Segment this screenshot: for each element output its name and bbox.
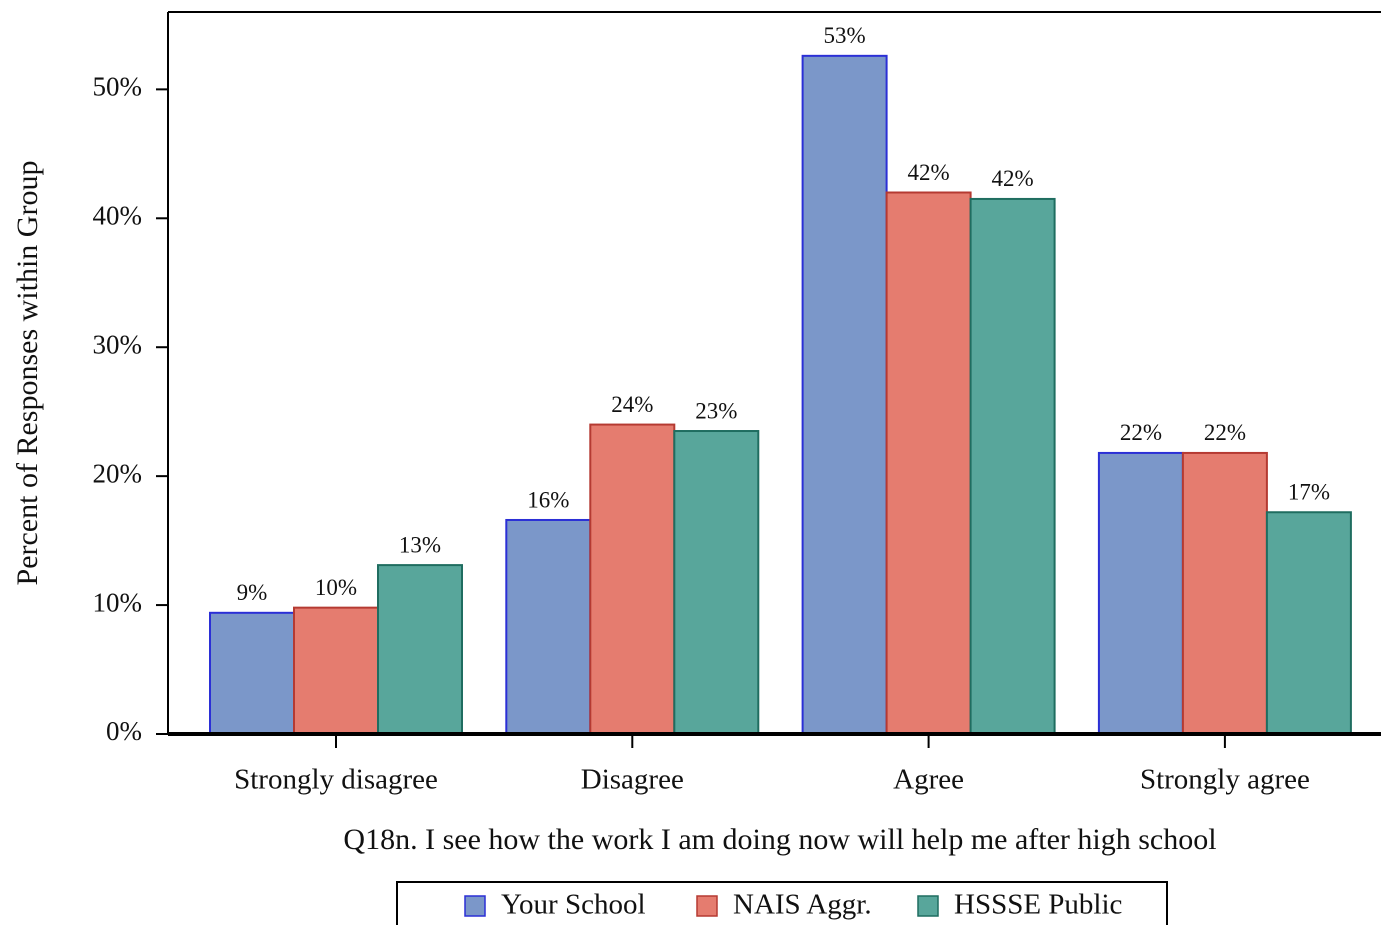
bar xyxy=(209,611,295,735)
x-tick-label: Strongly disagree xyxy=(234,764,438,796)
value-label: 42% xyxy=(992,166,1034,191)
value-label: 24% xyxy=(611,392,653,417)
value-label: 23% xyxy=(695,398,737,423)
value-label: 42% xyxy=(908,160,950,185)
y-tick-label: 20% xyxy=(93,458,143,488)
legend-swatch xyxy=(696,895,718,917)
value-label: 9% xyxy=(237,580,268,605)
legend-label: HSSSE Public xyxy=(954,889,1122,921)
x-tick-label: Disagree xyxy=(581,764,684,796)
legend-swatch xyxy=(464,895,486,917)
bar xyxy=(1097,451,1184,735)
bar xyxy=(1265,511,1352,735)
bar xyxy=(505,518,592,735)
x-axis-label: Q18n. I see how the work I am doing now … xyxy=(343,823,1216,856)
value-label: 22% xyxy=(1120,420,1162,445)
legend-label: Your School xyxy=(501,889,646,921)
y-tick-label: 40% xyxy=(93,200,143,230)
value-label: 10% xyxy=(315,575,357,600)
x-tick-label: Agree xyxy=(893,764,964,796)
legend-label: NAIS Aggr. xyxy=(733,889,872,921)
y-tick-label: 30% xyxy=(93,329,143,359)
bar xyxy=(969,197,1056,736)
y-tick-label: 50% xyxy=(93,72,143,102)
legend-swatch xyxy=(917,895,939,917)
legend-box xyxy=(396,881,1168,925)
y-axis-label: Percent of Responses within Group xyxy=(11,161,44,586)
bar xyxy=(673,430,760,735)
bar xyxy=(293,606,379,736)
y-tick-label: 0% xyxy=(106,716,142,746)
x-tick-label: Strongly agree xyxy=(1140,764,1310,796)
bar xyxy=(589,423,676,735)
bar xyxy=(1181,451,1268,735)
value-label: 53% xyxy=(824,23,866,48)
value-label: 13% xyxy=(399,532,441,557)
bar xyxy=(377,564,463,735)
bar xyxy=(801,54,888,736)
value-label: 17% xyxy=(1288,480,1330,505)
value-label: 16% xyxy=(527,487,569,512)
value-label: 22% xyxy=(1204,420,1246,445)
y-tick-label: 10% xyxy=(93,587,143,617)
bar xyxy=(885,191,972,735)
